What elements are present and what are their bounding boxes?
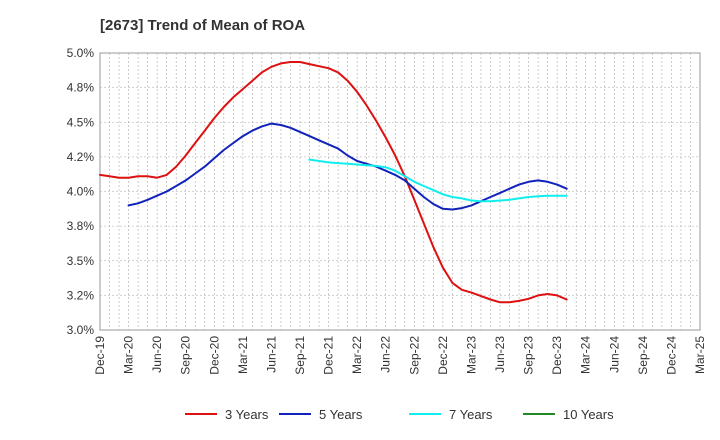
x-tick-label: Mar-24: [579, 336, 593, 374]
x-tick-label: Mar-23: [464, 336, 478, 374]
legend-label: 7 Years: [449, 407, 493, 422]
x-tick-label: Jun-20: [150, 336, 164, 373]
y-tick-label: 3.0%: [67, 323, 95, 337]
chart-title: [2673] Trend of Mean of ROA: [100, 17, 305, 34]
x-tick-label: Sep-22: [407, 336, 421, 375]
x-tick-label: Dec-21: [322, 336, 336, 375]
x-tick-label: Jun-24: [607, 336, 621, 373]
y-tick-label: 3.5%: [67, 254, 95, 268]
x-tick-label: Jun-23: [493, 336, 507, 373]
y-tick-label: 3.8%: [67, 219, 95, 233]
x-axis-ticks: Dec-19 Mar-20 Jun-20 Sep-20 Dec-20 Mar-21 Jun-…: [93, 336, 707, 375]
x-tick-label: Dec-24: [664, 336, 678, 375]
x-tick-label: Sep-23: [522, 336, 536, 375]
y-tick-label: 4.0%: [67, 185, 95, 199]
x-tick-label: Jun-21: [264, 336, 278, 373]
x-tick-label: Mar-25: [693, 336, 707, 374]
series-line-3-years: [99, 61, 568, 304]
x-tick-label: Sep-24: [636, 336, 650, 375]
series-line-7-years: [308, 158, 568, 203]
y-tick-label: 5.0%: [67, 46, 95, 60]
x-tick-label: Dec-19: [93, 336, 107, 375]
x-tick-label: Sep-20: [179, 336, 193, 375]
x-tick-label: Mar-20: [122, 336, 136, 374]
y-tick-label: 3.2%: [67, 288, 95, 302]
x-tick-label: Jun-22: [379, 336, 393, 373]
x-tick-label: Mar-21: [236, 336, 250, 374]
x-tick-label: Mar-22: [350, 336, 364, 374]
x-tick-label: Dec-23: [550, 336, 564, 375]
y-tick-label: 4.8%: [67, 81, 95, 95]
x-tick-label: Dec-22: [436, 336, 450, 375]
y-tick-label: 4.2%: [67, 150, 95, 164]
legend-label: 10 Years: [563, 407, 614, 422]
y-axis-ticks: 3.0% 3.2% 3.5% 3.8% 4.0% 4.2% 4.5% 4.8% 5.0%: [67, 46, 95, 337]
series-line-5-years: [127, 122, 568, 211]
grid-lines: [100, 53, 700, 330]
legend: 3 Years 5 Years 7 Years 10 Years: [185, 407, 614, 422]
x-tick-label: Dec-20: [207, 336, 221, 375]
y-tick-label: 4.5%: [67, 115, 95, 129]
legend-label: 5 Years: [319, 407, 363, 422]
legend-label: 3 Years: [225, 407, 269, 422]
x-tick-label: Sep-21: [293, 336, 307, 375]
series-lines: [99, 61, 568, 304]
